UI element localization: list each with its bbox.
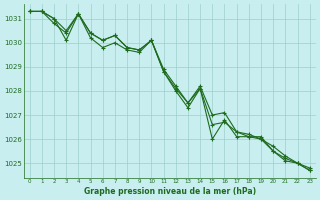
X-axis label: Graphe pression niveau de la mer (hPa): Graphe pression niveau de la mer (hPa) bbox=[84, 187, 256, 196]
